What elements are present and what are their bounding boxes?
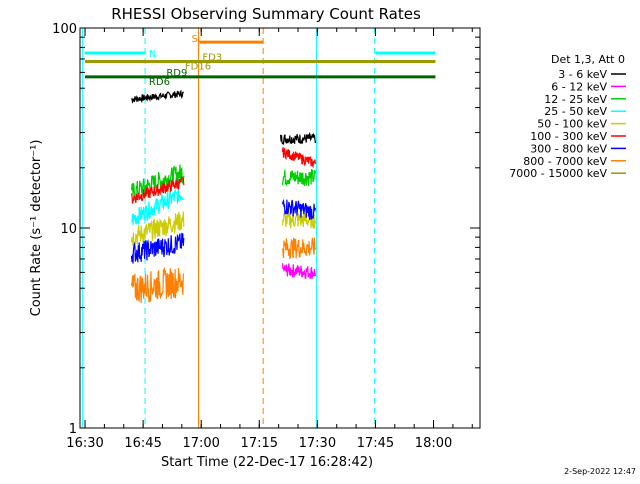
flag-label: FD3 xyxy=(202,52,222,63)
legend-label: 100 - 300 keV xyxy=(530,130,607,143)
x-tick-label: 17:00 xyxy=(182,436,219,451)
y-axis-label: Count Rate (s⁻¹ detector⁻¹) xyxy=(29,140,44,317)
legend-label: 800 - 7000 keV xyxy=(523,155,607,168)
y-tick-label: 100 xyxy=(52,22,77,37)
flag-label: N xyxy=(149,49,156,60)
legend-title: Det 1,3, Att 0 xyxy=(551,53,625,66)
flag-label: S xyxy=(192,34,198,45)
flag-label: FD16 xyxy=(185,61,211,72)
legend-label: 7000 - 15000 keV xyxy=(509,167,607,180)
y-axis: 1 10 100 xyxy=(52,22,480,437)
x-axis-label: Start Time (22-Dec-17 16:28:42) xyxy=(161,455,373,470)
legend-label: 6 - 12 keV xyxy=(551,80,607,93)
flag-label: RD9 xyxy=(166,68,187,79)
series-line xyxy=(130,175,185,204)
y-tick-label: 10 xyxy=(60,222,77,237)
series-line xyxy=(281,198,316,220)
series-line xyxy=(281,237,316,260)
x-tick-label: 16:45 xyxy=(124,436,161,451)
x-tick-label: 16:30 xyxy=(66,436,103,451)
legend-label: 25 - 50 keV xyxy=(544,105,607,118)
series-line xyxy=(281,169,316,187)
series-line xyxy=(280,131,316,146)
series-line xyxy=(130,232,185,264)
legend-label: 50 - 100 keV xyxy=(537,118,607,131)
flag-label: RD6 xyxy=(149,77,170,88)
series-line xyxy=(131,186,185,225)
series-line xyxy=(281,147,316,169)
legend-label: 3 - 6 keV xyxy=(558,68,607,81)
x-tick-label: 17:30 xyxy=(299,436,336,451)
x-tick-label: 17:45 xyxy=(357,436,394,451)
data-series xyxy=(130,89,316,304)
footer-date: 2-Sep-2022 12:47 xyxy=(564,467,636,476)
x-tick-label: 17:15 xyxy=(241,436,278,451)
legend-label: 300 - 800 keV xyxy=(530,142,607,155)
y-tick-label: 1 xyxy=(69,422,77,437)
series-line xyxy=(281,263,316,280)
x-axis: 16:30 16:45 17:00 17:15 17:30 17:45 18:00 xyxy=(66,28,473,451)
x-tick-label: 18:00 xyxy=(415,436,452,451)
series-line xyxy=(131,89,185,104)
legend-label: 12 - 25 keV xyxy=(544,93,607,106)
series-line xyxy=(130,211,185,246)
chart-title: RHESSI Observing Summary Count Rates xyxy=(111,5,421,23)
series-line xyxy=(130,267,185,304)
